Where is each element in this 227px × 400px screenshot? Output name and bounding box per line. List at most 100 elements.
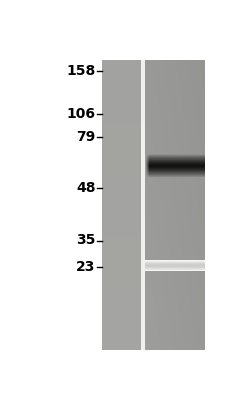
Bar — [160, 266, 162, 270]
Bar — [155, 64, 156, 68]
Bar — [167, 201, 168, 205]
Bar — [154, 156, 155, 157]
Bar — [151, 154, 153, 155]
Bar — [189, 155, 190, 156]
Bar — [197, 176, 198, 177]
Bar — [173, 313, 174, 317]
Bar — [191, 150, 192, 154]
Bar — [203, 82, 205, 86]
Bar — [173, 150, 174, 154]
Bar — [190, 175, 191, 176]
Bar — [162, 165, 163, 166]
Bar — [182, 223, 183, 227]
Bar — [164, 104, 165, 107]
Bar — [162, 277, 164, 281]
Bar — [162, 92, 164, 96]
Bar — [158, 234, 159, 238]
Bar — [169, 154, 171, 155]
Bar — [144, 171, 145, 172]
Bar — [163, 161, 165, 162]
Bar — [144, 201, 146, 205]
Bar — [168, 302, 170, 306]
Bar — [188, 161, 189, 162]
Bar — [147, 295, 149, 299]
Bar — [192, 169, 194, 170]
Bar — [146, 256, 147, 259]
Bar — [167, 67, 168, 71]
Bar — [196, 166, 197, 167]
Bar — [174, 150, 176, 154]
Bar — [203, 302, 205, 306]
Bar — [182, 234, 183, 238]
Bar — [186, 176, 188, 177]
Bar — [179, 172, 180, 173]
Bar — [180, 122, 182, 126]
Bar — [180, 169, 182, 170]
Bar — [193, 159, 195, 160]
Bar — [150, 237, 152, 241]
Bar — [189, 219, 191, 223]
Bar — [160, 155, 161, 156]
Bar — [155, 107, 156, 111]
Bar — [155, 175, 156, 176]
Bar — [162, 155, 163, 156]
Bar — [184, 169, 185, 170]
Bar — [192, 154, 194, 155]
Bar — [188, 168, 189, 169]
Bar — [163, 163, 165, 164]
Bar — [164, 122, 165, 126]
Bar — [180, 111, 182, 115]
Bar — [160, 346, 162, 350]
Bar — [170, 172, 172, 173]
Bar — [168, 85, 170, 89]
Bar — [193, 167, 195, 168]
Bar — [188, 302, 189, 306]
Bar — [191, 320, 192, 324]
Bar — [174, 256, 176, 259]
Bar — [146, 277, 147, 281]
Bar — [197, 163, 198, 164]
Bar — [197, 165, 198, 169]
Bar — [160, 60, 162, 64]
Bar — [158, 164, 160, 165]
Bar — [148, 132, 150, 136]
Bar — [144, 64, 146, 68]
Bar — [147, 244, 149, 248]
Bar — [197, 295, 198, 299]
Bar — [144, 156, 145, 157]
Bar — [191, 284, 192, 288]
Bar — [185, 198, 186, 202]
Bar — [181, 161, 183, 162]
Bar — [177, 284, 179, 288]
Bar — [193, 164, 195, 165]
Bar — [167, 156, 168, 157]
Bar — [154, 176, 155, 177]
Bar — [144, 162, 145, 163]
Bar — [149, 156, 150, 157]
Bar — [177, 256, 179, 259]
Bar — [170, 157, 172, 158]
Bar — [203, 162, 205, 163]
Bar — [173, 161, 174, 162]
Bar — [177, 167, 178, 168]
Bar — [180, 155, 182, 156]
Bar — [173, 342, 174, 346]
Bar — [179, 306, 180, 310]
Bar — [101, 70, 140, 75]
Bar — [145, 170, 147, 171]
Bar — [183, 157, 184, 158]
Bar — [191, 226, 192, 230]
Bar — [150, 132, 152, 136]
Bar — [188, 168, 189, 169]
Bar — [186, 163, 188, 164]
Bar — [162, 324, 164, 328]
Bar — [154, 159, 155, 160]
Bar — [165, 132, 167, 136]
Bar — [186, 111, 188, 115]
Bar — [162, 154, 163, 155]
Bar — [158, 154, 159, 158]
Bar — [201, 166, 202, 167]
Bar — [193, 165, 195, 166]
Bar — [189, 244, 191, 248]
Bar — [177, 263, 179, 267]
